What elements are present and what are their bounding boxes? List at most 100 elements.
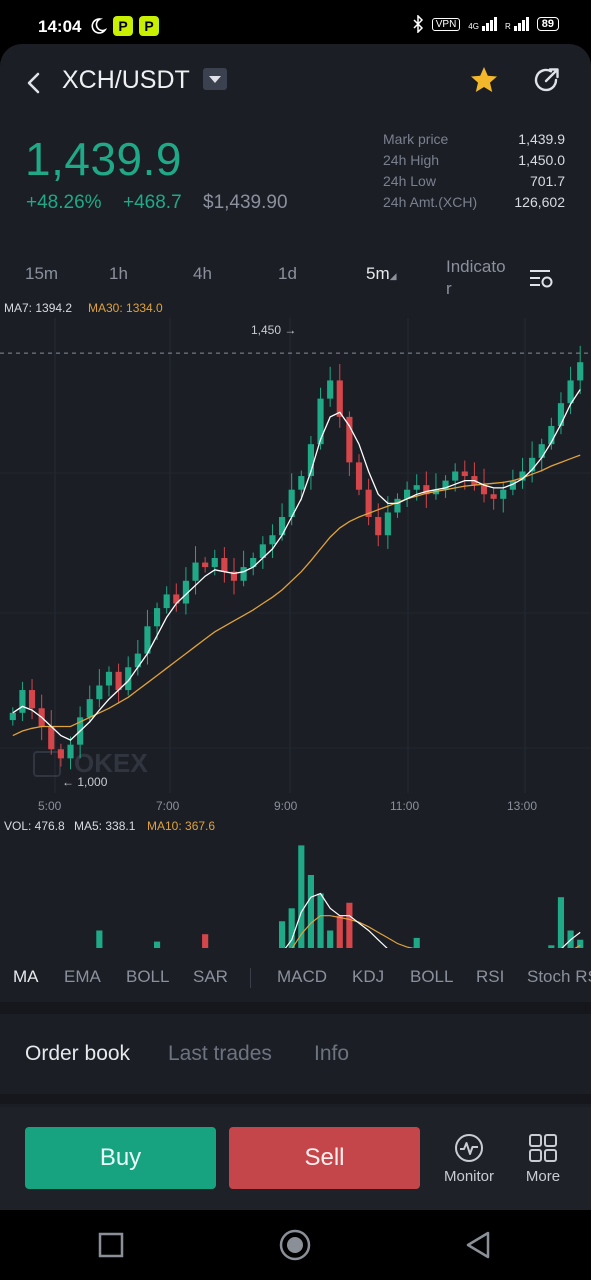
indicator-macd[interactable]: MACD [277, 967, 328, 986]
volume-bar [288, 908, 295, 986]
divider [0, 1094, 591, 1104]
indicator-stoch-rsi[interactable]: Stoch RSI [527, 967, 591, 986]
candle [298, 476, 305, 490]
indicator-sar[interactable]: SAR [193, 967, 228, 986]
candle [96, 685, 103, 700]
chart-settings-icon[interactable] [528, 268, 554, 290]
candle [182, 580, 189, 604]
vol-ma5-legend: MA5: 338.1 [74, 819, 136, 833]
time-tick-label: 7:00 [156, 799, 180, 813]
candle [230, 571, 238, 581]
home-icon[interactable] [278, 1228, 312, 1262]
back-arrow-icon[interactable] [20, 68, 50, 98]
candle [259, 544, 266, 558]
monitor-button[interactable]: Monitor [439, 1132, 499, 1185]
divider [250, 968, 251, 988]
candle [365, 489, 372, 518]
indicator-rsi[interactable]: RSI [476, 967, 505, 986]
candle [192, 562, 199, 581]
buy-button[interactable]: Buy [25, 1127, 216, 1189]
candles-layer [9, 345, 584, 770]
stat-row: 24h Low 701.7 [383, 173, 565, 189]
pair-dropdown-icon[interactable] [203, 68, 227, 90]
tab-4h[interactable]: 4h [193, 264, 212, 283]
candle [548, 425, 555, 445]
candle [480, 485, 488, 495]
ma7-line [12, 389, 581, 741]
candle [153, 608, 161, 627]
divider [0, 1002, 591, 1014]
stat-row: Mark price 1,439.9 [383, 131, 565, 147]
timeframe-bar: 15m 1h 4h 1d 5m◢ Indicator [0, 249, 591, 299]
candle [317, 398, 324, 445]
indicator-button[interactable]: Indicator [446, 257, 506, 298]
candle [115, 671, 122, 691]
time-axis: 5:00 7:00 9:00 11:00 13:00 [38, 799, 537, 813]
candle [57, 749, 64, 759]
candle [19, 690, 26, 713]
volume-bar [278, 921, 286, 986]
indicator-boll[interactable]: BOLL [126, 967, 170, 986]
ma7-legend: MA7: 1394.2 [4, 301, 72, 315]
more-button[interactable]: More [513, 1132, 573, 1185]
tab-5m[interactable]: 5m◢ [366, 264, 397, 283]
time-tick-label: 9:00 [274, 799, 298, 813]
tab-1h[interactable]: 1h [109, 264, 128, 283]
volume-bar [298, 845, 305, 986]
candle [452, 471, 459, 481]
usd-price: $1,439.90 [203, 192, 288, 213]
tab-15m[interactable]: 15m [25, 264, 59, 283]
candle [509, 480, 516, 490]
volume-bar [413, 937, 420, 986]
sell-button[interactable]: Sell [229, 1127, 420, 1189]
candle [202, 562, 209, 568]
stat-row: 24h Amt.(XCH) 126,602 [383, 194, 565, 210]
last-price: 1,439.9 [25, 133, 182, 185]
ticker-stats: Mark price 1,439.9 24h High 1,450.0 24h Lo… [383, 131, 565, 215]
candle [288, 489, 295, 518]
candle [538, 444, 545, 458]
candle [500, 489, 507, 499]
trading-app: XCH/USDT 1,439.9 +48.26% +468.7 $1,439.9… [0, 44, 591, 1210]
tab-order-book[interactable]: Order book [25, 1042, 131, 1065]
change-absolute: +468.7 [123, 192, 182, 213]
price-chart-area[interactable]: MA7: 1394.2 MA30: 1334.0 1,450 → ← 1,000… [0, 298, 591, 998]
volume-bar [317, 893, 324, 986]
stat-row: 24h High 1,450.0 [383, 152, 565, 168]
tab-1d[interactable]: 1d [278, 264, 297, 283]
candle [413, 485, 420, 490]
monitor-icon [455, 1134, 483, 1162]
candle [173, 594, 180, 604]
grid-icon [529, 1134, 557, 1162]
trading-pair-title[interactable]: XCH/USDT [62, 66, 190, 94]
back-icon[interactable] [464, 1230, 492, 1260]
recent-apps-icon[interactable] [98, 1232, 124, 1258]
candle [394, 498, 401, 513]
candle [577, 362, 584, 381]
candle [423, 485, 430, 495]
candle [375, 517, 382, 536]
candle [134, 653, 141, 668]
indicator-bar: MA EMA BOLL SAR MACD KDJ BOLL RSI Stoch … [0, 955, 591, 997]
svg-text:OKEX: OKEX [74, 748, 148, 778]
candle [519, 471, 526, 481]
candlestick-chart[interactable]: MA7: 1394.2 MA30: 1334.0 1,450 → ← 1,000… [0, 298, 591, 986]
candle [250, 558, 257, 568]
tab-last-trades[interactable]: Last trades [168, 1042, 272, 1065]
ma30-line [12, 454, 581, 737]
indicator-ema[interactable]: EMA [64, 967, 101, 986]
indicator-boll-sub[interactable]: BOLL [410, 967, 454, 986]
time-tick-label: 13:00 [507, 799, 537, 813]
signal-icon-2: R [505, 17, 529, 31]
indicator-ma[interactable]: MA [13, 967, 39, 986]
indicator-kdj[interactable]: KDJ [352, 967, 385, 986]
tab-info[interactable]: Info [314, 1042, 350, 1065]
candle [355, 462, 363, 490]
header: XCH/USDT [0, 44, 591, 118]
candle [557, 403, 565, 426]
low-marker: ← 1,000 [62, 775, 108, 789]
share-icon[interactable] [532, 65, 562, 95]
okex-watermark: OKEX [33, 748, 148, 778]
favorite-star-icon[interactable] [468, 64, 500, 96]
volume-bar [557, 897, 565, 986]
